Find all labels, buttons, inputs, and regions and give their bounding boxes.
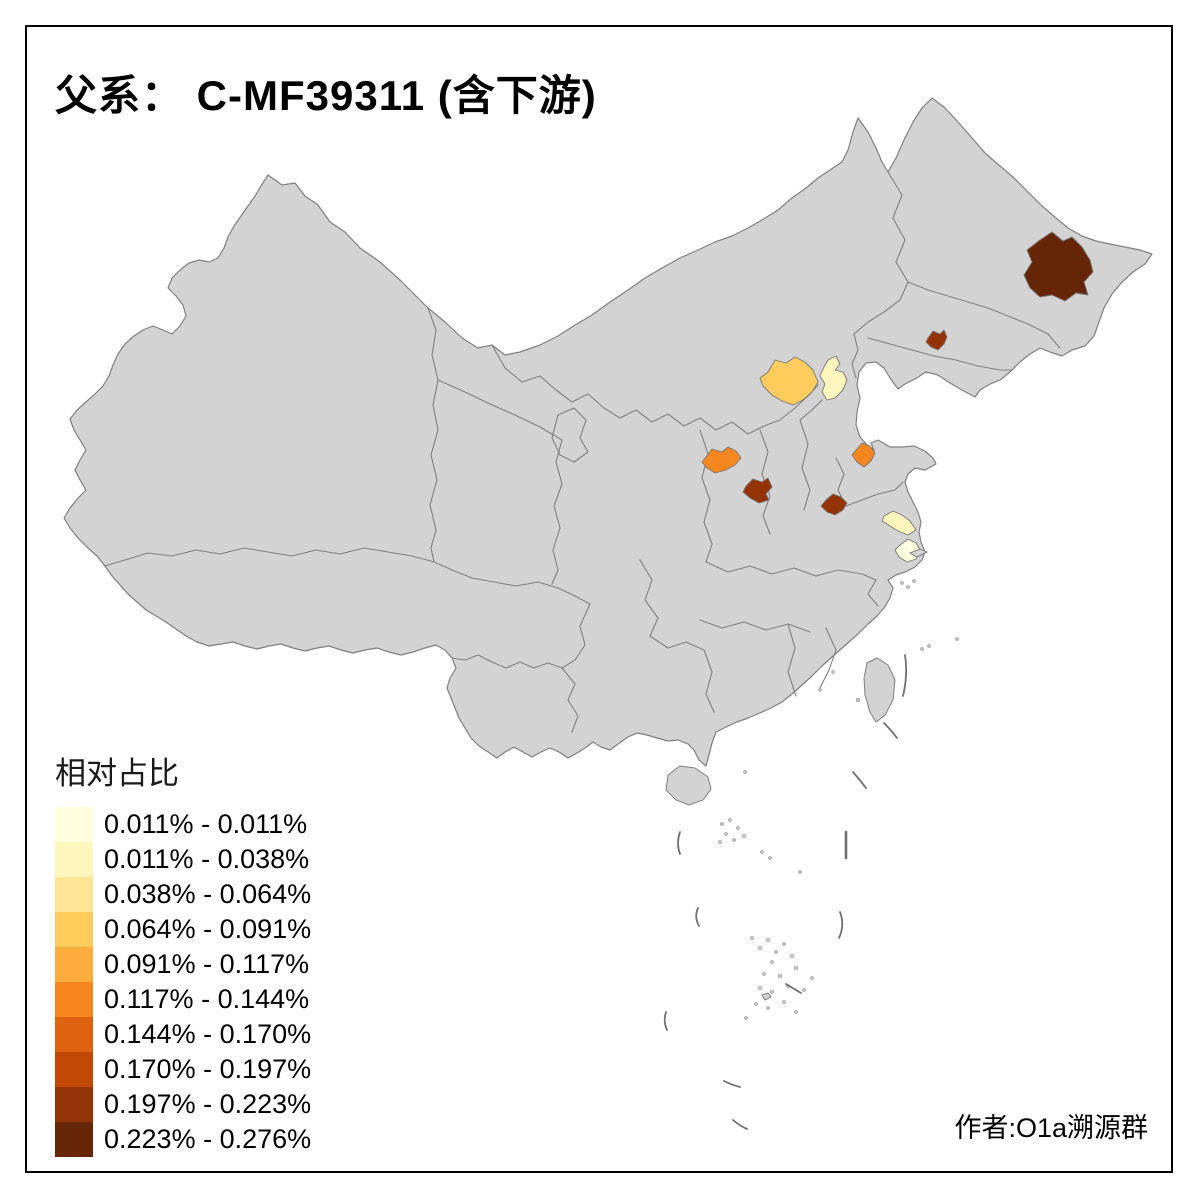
legend-swatch (55, 1087, 93, 1122)
south-sea-islet (761, 992, 772, 1001)
legend-label: 0.117% - 0.144% (104, 984, 310, 1014)
legend-swatch (55, 807, 93, 842)
legend-row: 0.011% - 0.011% (55, 807, 311, 842)
legend-label: 0.170% - 0.197% (104, 1054, 312, 1084)
legend-label: 0.223% - 0.276% (104, 1124, 312, 1154)
legend-swatch (55, 1052, 93, 1087)
hainan-island (665, 765, 712, 806)
region-central-henan (820, 493, 848, 516)
region-central-shaanxi (742, 477, 773, 504)
legend-title: 相对占比 (55, 756, 179, 791)
region-central-jiangsu (881, 510, 917, 536)
attribution-text: 作者:O1a溯源群 (954, 1113, 1148, 1143)
islet-dots (718, 579, 959, 1020)
legend-row: 0.144% - 0.170% (55, 1017, 311, 1052)
region-central-liaoning (925, 329, 948, 351)
legend-swatch (55, 877, 93, 912)
region-north-shaanxi (701, 446, 742, 474)
legend-row: 0.064% - 0.091% (55, 912, 311, 947)
region-north-shandong (851, 442, 876, 468)
legend-label: 0.144% - 0.170% (104, 1019, 312, 1049)
legend-swatch (55, 1122, 93, 1157)
legend-swatch (55, 842, 93, 877)
legend-swatch (55, 912, 93, 947)
islands (665, 548, 929, 1001)
page-title: 父系： C-MF39311 (含下游) (55, 72, 597, 119)
legend: 相对占比 0.011% - 0.011% 0.011% - 0.038% 0.0… (55, 748, 311, 1157)
legend-row: 0.223% - 0.276% (55, 1122, 311, 1157)
legend-row: 0.197% - 0.223% (55, 1087, 311, 1122)
legend-label: 0.011% - 0.038% (104, 844, 310, 874)
mainland-china (63, 97, 1153, 1130)
chongming-island (908, 548, 929, 558)
legend-swatch (55, 982, 93, 1017)
legend-label: 0.197% - 0.223% (104, 1089, 312, 1119)
legend-row: 0.091% - 0.117% (55, 947, 311, 982)
region-northwest-hebei (759, 356, 819, 406)
legend-swatch (55, 947, 93, 982)
region-east-heilongjiang (1023, 231, 1094, 302)
legend-swatch (55, 1017, 93, 1052)
region-beijing (819, 355, 848, 401)
nine-dash-line (663, 654, 908, 1130)
legend-row: 0.170% - 0.197% (55, 1052, 311, 1087)
province-borders (104, 171, 1061, 733)
legend-label: 0.011% - 0.011% (104, 809, 308, 839)
highlighted-regions (701, 231, 1094, 563)
legend-label: 0.091% - 0.117% (104, 949, 310, 979)
legend-label: 0.038% - 0.064% (104, 879, 312, 909)
region-south-jiangsu (894, 538, 922, 563)
legend-row: 0.011% - 0.038% (55, 842, 311, 877)
taiwan-island (863, 657, 896, 723)
mainland-outline (63, 97, 1153, 767)
legend-row: 0.117% - 0.144% (55, 982, 311, 1017)
legend-row: 0.038% - 0.064% (55, 877, 311, 912)
legend-label: 0.064% - 0.091% (104, 914, 312, 944)
